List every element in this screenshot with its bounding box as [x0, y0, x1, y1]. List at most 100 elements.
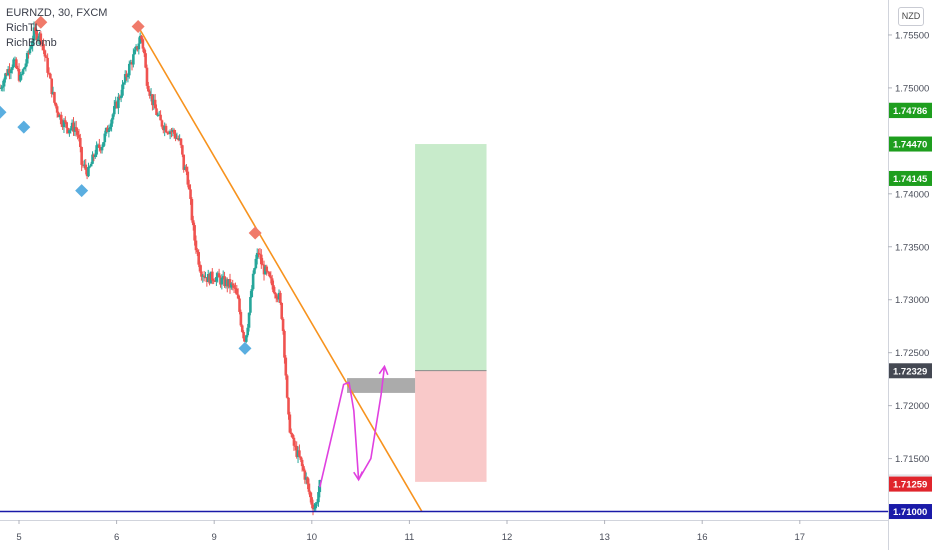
price-badge — [889, 504, 932, 520]
candle-body — [129, 62, 132, 64]
candle-body — [179, 138, 183, 146]
candle-body — [266, 271, 270, 273]
candle-body — [291, 434, 294, 438]
candle-body — [96, 144, 100, 146]
candle-body — [221, 276, 225, 278]
candle-body — [303, 470, 307, 480]
candle-body — [144, 53, 147, 68]
candle-body — [257, 252, 260, 254]
candle-body — [255, 252, 259, 259]
signal-low-marker — [238, 341, 252, 355]
price-badge-label: 1.74145 — [893, 174, 928, 185]
candle-body — [121, 84, 124, 96]
entry-zone — [347, 378, 416, 393]
candle-body — [277, 292, 281, 300]
candle-body — [209, 271, 213, 284]
price-badge-label: 1.72329 — [893, 366, 927, 377]
candle-body — [66, 128, 70, 134]
candle-body — [69, 128, 73, 131]
candle-body — [160, 120, 164, 127]
candle-body — [292, 437, 296, 446]
candle-body — [162, 126, 165, 131]
candle-body — [25, 52, 29, 64]
candle-body — [193, 225, 196, 241]
projection-arrow-down — [319, 381, 360, 488]
candle-body — [40, 42, 44, 45]
candle-body — [190, 198, 194, 221]
y-tick-label: 1.73500 — [895, 242, 929, 253]
candle-body — [93, 154, 97, 157]
currency-button[interactable]: NZD — [898, 7, 924, 26]
candle-body — [283, 330, 286, 358]
signal-high-marker — [34, 15, 48, 29]
candle-body — [148, 91, 152, 96]
candle-body — [151, 94, 154, 106]
candle-body — [43, 50, 47, 57]
candle-body — [194, 240, 198, 251]
y-tick-label: 1.71500 — [895, 454, 929, 465]
candle-body — [289, 432, 293, 435]
candle-body — [85, 169, 89, 177]
candle-body — [70, 122, 74, 129]
candle-body — [113, 106, 116, 115]
price-badge — [889, 476, 932, 492]
price-badge-label: 1.74470 — [893, 140, 927, 151]
candle-body — [32, 27, 36, 41]
projection-arrow-up — [357, 366, 386, 481]
candle-body — [149, 94, 153, 96]
candle-body — [247, 312, 251, 328]
candle-body — [64, 120, 67, 123]
candle-body — [68, 130, 71, 134]
x-tick-label: 11 — [404, 532, 414, 543]
candle-body — [268, 272, 271, 277]
candle-body — [72, 122, 75, 132]
y-tick-label: 1.75000 — [895, 83, 929, 94]
candle-body — [118, 96, 122, 99]
candle-body — [171, 129, 175, 132]
candle-body — [279, 292, 282, 303]
candle-body — [187, 184, 191, 190]
candle-body — [253, 268, 256, 274]
candle-body — [288, 414, 292, 433]
candle-body — [234, 287, 237, 289]
candle-body — [35, 30, 39, 41]
candle-body — [110, 119, 113, 127]
candle-body — [189, 189, 192, 199]
candle-body — [91, 154, 94, 164]
candle-body — [205, 277, 209, 282]
candle-body — [98, 144, 101, 148]
candle-body — [230, 283, 233, 288]
candle-body — [280, 302, 284, 319]
candle-body — [6, 69, 10, 76]
candle-body — [42, 44, 45, 51]
candle-body — [274, 294, 278, 299]
candle-body — [122, 82, 126, 85]
candle-body — [285, 375, 289, 398]
indicator-richbomb: RichBomb — [6, 37, 57, 49]
candle-body — [21, 69, 25, 74]
candle-body — [107, 129, 111, 133]
candle-body — [306, 477, 309, 484]
candle-body — [76, 130, 79, 135]
candle-body — [1, 86, 5, 88]
candle-body — [296, 450, 300, 457]
candle-body — [300, 459, 304, 467]
candle-body — [261, 264, 264, 266]
candle-body — [51, 92, 55, 95]
candle-body — [201, 275, 205, 277]
candle-body — [178, 138, 181, 140]
candle-body — [302, 466, 305, 471]
candle-body — [164, 125, 168, 133]
candle-body — [183, 166, 187, 170]
candle-body — [133, 49, 137, 55]
candle-body — [2, 79, 6, 87]
y-tick-label: 1.72500 — [895, 348, 929, 359]
candle-body — [142, 48, 146, 54]
y-tick-label: 1.73000 — [895, 295, 929, 306]
candle-body — [0, 87, 3, 89]
candle-body — [170, 131, 173, 133]
candle-body — [273, 292, 277, 295]
candle-body — [152, 99, 156, 106]
candle-body — [119, 95, 123, 99]
